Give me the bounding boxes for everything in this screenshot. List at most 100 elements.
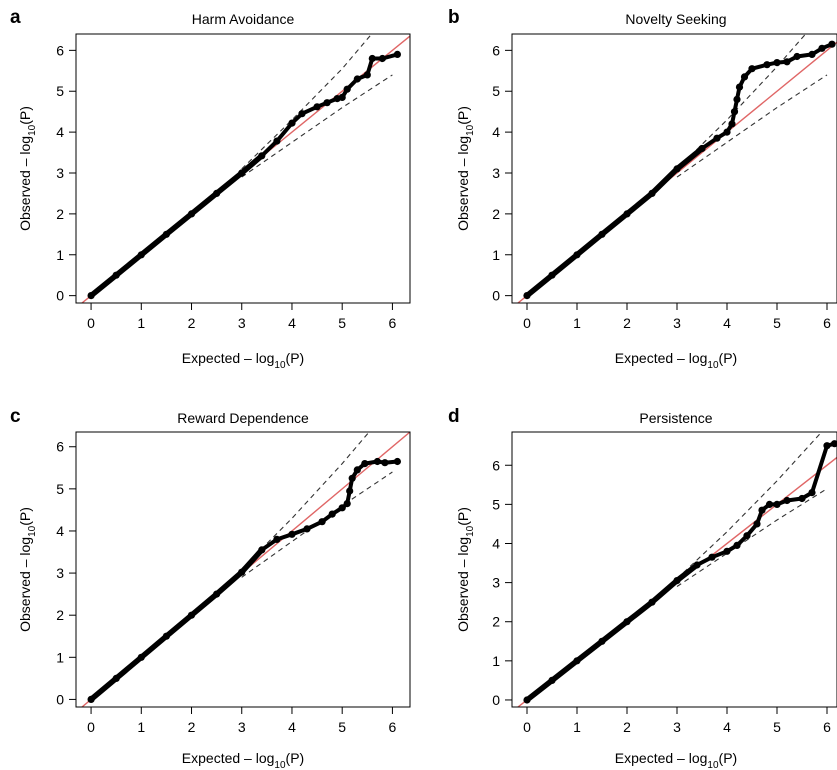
- data-point: [87, 292, 95, 300]
- plot-area: [516, 432, 837, 707]
- data-point: [740, 73, 749, 81]
- data-point: [823, 442, 831, 450]
- data-point: [378, 54, 386, 63]
- data-point: [353, 75, 361, 83]
- panel-letter: c: [10, 406, 21, 427]
- data-point: [298, 110, 306, 118]
- y-tick-label: 4: [56, 523, 64, 539]
- plot-frame: [511, 33, 837, 304]
- data-point: [313, 103, 321, 111]
- data-point: [548, 271, 556, 279]
- x-tick-label: 5: [773, 719, 781, 735]
- data-point: [258, 546, 266, 554]
- data-point: [773, 500, 781, 508]
- panel-letter: d: [448, 406, 460, 427]
- data-point: [783, 58, 791, 66]
- y-tick-label: 6: [492, 457, 500, 473]
- x-tick-label: 2: [188, 719, 196, 735]
- confidence-upper-line: [676, 432, 823, 580]
- data-point: [723, 547, 731, 555]
- panel-c: c Reward Dependence 0 1 2 3 4 5 6 0 1 2 3 4 5 6 Expected…: [10, 406, 411, 770]
- data-point: [238, 568, 246, 576]
- data-point: [348, 474, 356, 482]
- data-point: [112, 271, 120, 279]
- data-point: [733, 541, 741, 550]
- y-axis-label: Observed – log10(P): [455, 106, 476, 231]
- data-point: [273, 535, 281, 544]
- data-point: [162, 632, 170, 640]
- reference-line: [80, 35, 410, 303]
- y-tick-label: 2: [56, 607, 64, 623]
- panel-d: d Persistence 0 1 2 3 4 5 6 0 1 2 3 4 5 6 Expected – log…: [448, 406, 837, 770]
- panel-a: a Harm Avoidance 0 1 2 3 4 5 6 0 1 2 3 4 5 6 Expected – …: [10, 7, 411, 371]
- confidence-lower-line: [676, 488, 828, 587]
- data-point: [343, 500, 351, 508]
- data-point: [773, 59, 781, 67]
- data-point: [713, 134, 721, 142]
- data-point: [693, 561, 701, 569]
- y-tick-label: 1: [492, 247, 500, 263]
- y-tick-label: 2: [492, 206, 500, 222]
- data-point: [758, 506, 766, 514]
- data-point: [523, 696, 531, 704]
- data-point: [112, 674, 120, 683]
- x-axis-label: Expected – log10(P): [615, 750, 737, 770]
- y-tick-label: 5: [56, 481, 64, 497]
- data-point: [623, 210, 631, 218]
- data-point: [753, 520, 761, 528]
- reference-line: [516, 41, 837, 303]
- x-axis-label: Expected – log10(P): [615, 350, 737, 371]
- y-tick-label: 3: [56, 165, 64, 181]
- data-point: [783, 496, 791, 505]
- data-point: [828, 40, 836, 48]
- plot-frame: [75, 431, 411, 708]
- y-tick-label: 5: [56, 83, 64, 99]
- y-tick-label: 2: [492, 614, 500, 630]
- x-axis-label: Expected – log10(P): [182, 750, 304, 770]
- y-tick-label: 4: [492, 535, 500, 551]
- x-tick-label: 2: [623, 315, 631, 331]
- data-point: [793, 52, 801, 61]
- data-point: [808, 489, 816, 497]
- y-tick-label: 2: [56, 206, 64, 222]
- y-axis-label: Observed – log10(P): [455, 507, 476, 632]
- plot-frame: [75, 33, 411, 304]
- data-point: [338, 504, 346, 512]
- plot-area: [80, 34, 410, 303]
- x-tick-label: 1: [573, 719, 581, 735]
- x-tick-label: 1: [573, 315, 581, 331]
- data-point: [368, 54, 376, 63]
- y-tick-label: 1: [56, 247, 64, 263]
- x-tick-label: 6: [823, 315, 831, 331]
- data-point: [353, 466, 361, 474]
- data-point: [288, 119, 296, 127]
- data-point: [346, 487, 354, 495]
- data-point: [273, 137, 281, 145]
- confidence-upper-line: [241, 34, 373, 170]
- data-point: [137, 251, 145, 259]
- chart-title: Novelty Seeking: [625, 11, 726, 27]
- x-tick-label: 5: [338, 315, 346, 331]
- x-tick-label: 0: [87, 719, 95, 735]
- y-tick-label: 6: [56, 439, 64, 455]
- x-tick-label: 4: [723, 315, 731, 331]
- x-tick-label: 6: [389, 719, 397, 735]
- y-tick-label: 6: [492, 42, 500, 58]
- data-point: [238, 169, 246, 177]
- data-point: [708, 553, 716, 561]
- data-point: [765, 500, 774, 508]
- data-point: [323, 99, 331, 107]
- y-axis-label: Observed – log10(P): [17, 507, 38, 632]
- x-tick-label: 0: [523, 315, 531, 331]
- data-point: [798, 494, 806, 503]
- data-point: [213, 189, 221, 197]
- chart-title: Persistence: [639, 410, 712, 426]
- confidence-upper-line: [676, 34, 807, 170]
- data-point: [730, 108, 739, 116]
- data-point: [698, 144, 706, 153]
- data-point: [573, 657, 581, 665]
- data-point: [598, 637, 606, 645]
- data-point: [743, 532, 751, 540]
- plot-area: [516, 34, 837, 303]
